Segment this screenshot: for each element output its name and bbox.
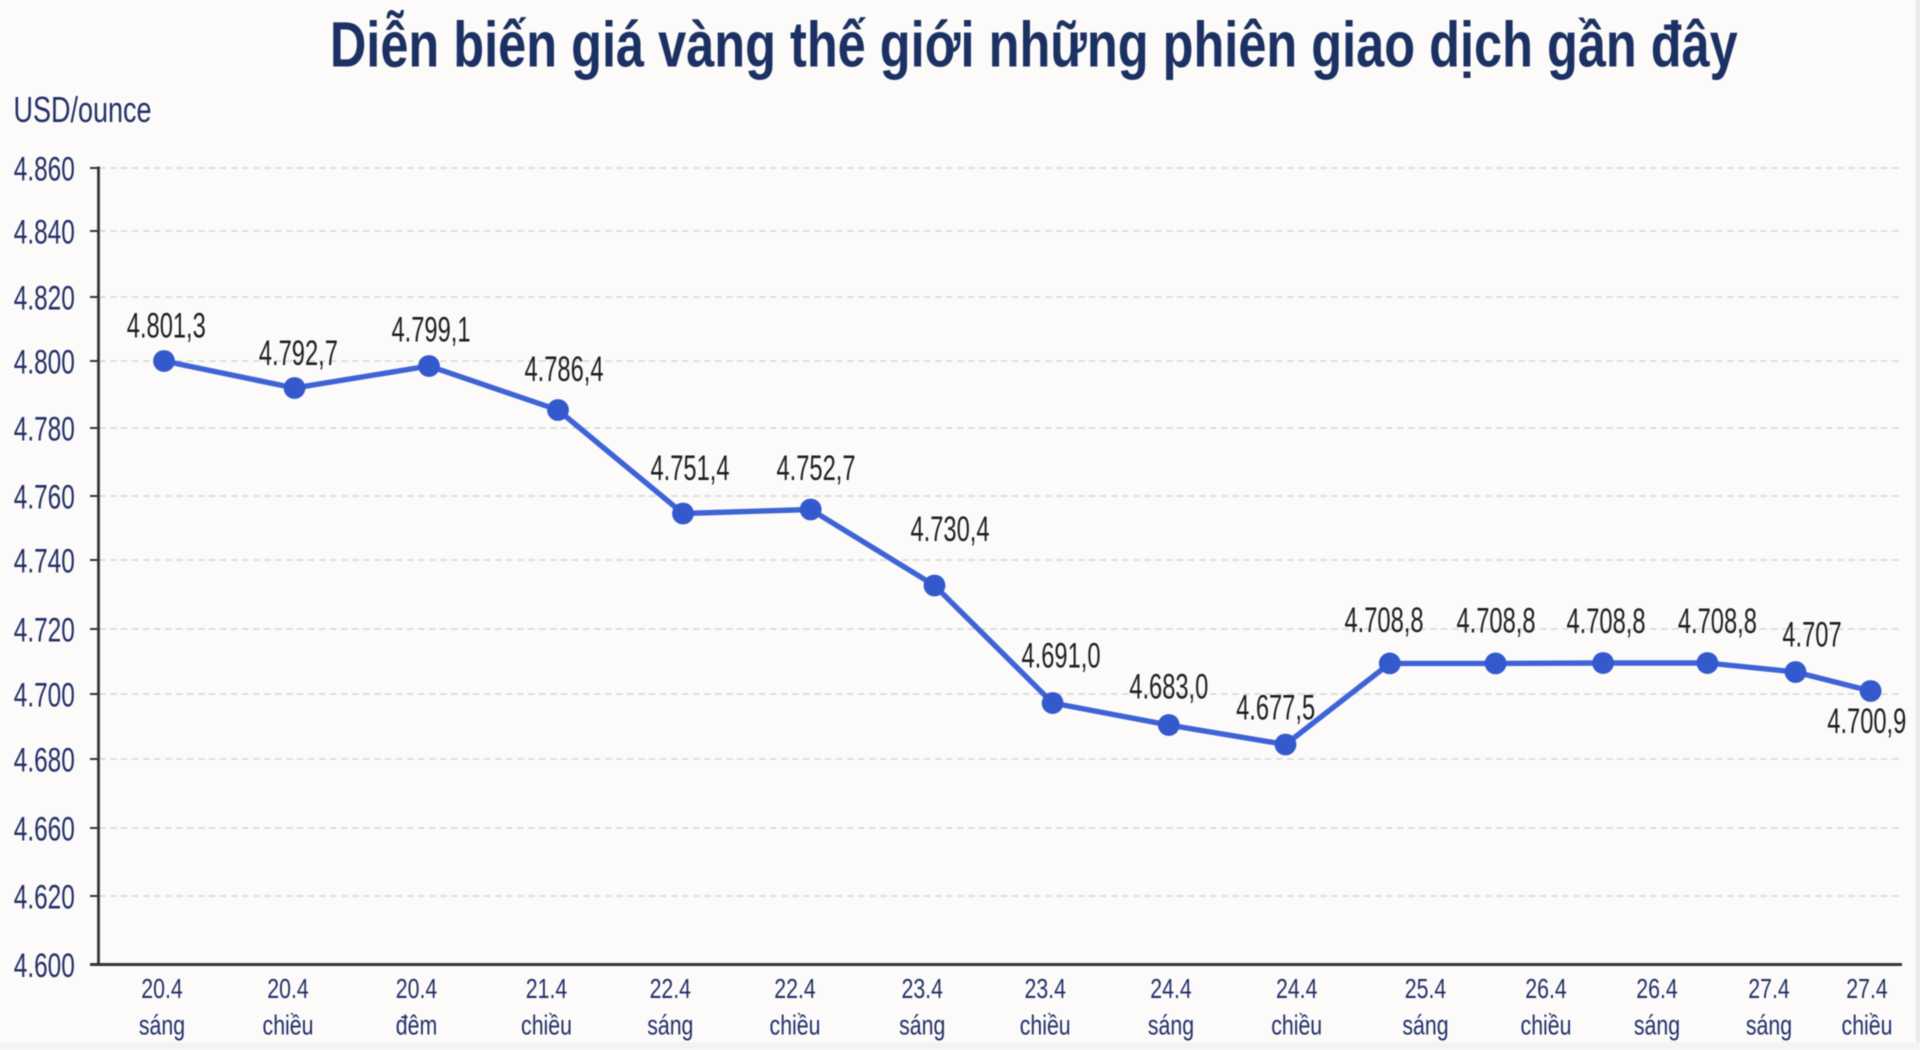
svg-text:4.708,8: 4.708,8 bbox=[1566, 602, 1645, 641]
svg-text:4.677,5: 4.677,5 bbox=[1236, 689, 1315, 728]
svg-text:4.730,4: 4.730,4 bbox=[910, 510, 989, 549]
svg-text:4.708,8: 4.708,8 bbox=[1456, 602, 1535, 641]
svg-text:4.708,8: 4.708,8 bbox=[1678, 602, 1757, 641]
svg-text:20.4: 20.4 bbox=[141, 974, 183, 1004]
svg-text:4.752,7: 4.752,7 bbox=[776, 449, 855, 488]
svg-text:Diễn biến giá vàng thế giới nh: Diễn biến giá vàng thế giới những phiên … bbox=[330, 10, 1738, 81]
svg-text:chiều: chiều bbox=[263, 1011, 314, 1041]
svg-text:chiều: chiều bbox=[521, 1011, 572, 1041]
svg-text:22.4: 22.4 bbox=[774, 974, 816, 1004]
svg-text:4.700: 4.700 bbox=[14, 676, 75, 714]
svg-text:20.4: 20.4 bbox=[396, 974, 438, 1004]
svg-text:4.801,3: 4.801,3 bbox=[127, 307, 206, 346]
svg-text:4.707: 4.707 bbox=[1782, 616, 1841, 655]
svg-text:chiều: chiều bbox=[1271, 1011, 1322, 1041]
svg-text:4.683,0: 4.683,0 bbox=[1129, 668, 1208, 707]
svg-text:4.660: 4.660 bbox=[14, 810, 75, 848]
svg-text:20.4: 20.4 bbox=[267, 974, 309, 1004]
svg-text:23.4: 23.4 bbox=[901, 974, 943, 1004]
svg-text:4.600: 4.600 bbox=[14, 947, 75, 985]
svg-text:sáng: sáng bbox=[899, 1011, 945, 1041]
svg-text:4.760: 4.760 bbox=[14, 478, 75, 516]
svg-text:4.780: 4.780 bbox=[14, 410, 75, 448]
svg-text:27.4: 27.4 bbox=[1748, 974, 1790, 1004]
svg-text:sáng: sáng bbox=[1148, 1011, 1194, 1041]
svg-text:4.786,4: 4.786,4 bbox=[524, 350, 603, 389]
svg-text:chiều: chiều bbox=[1020, 1011, 1071, 1041]
svg-text:sáng: sáng bbox=[1746, 1011, 1792, 1041]
svg-text:4.680: 4.680 bbox=[14, 741, 75, 779]
svg-text:26.4: 26.4 bbox=[1636, 974, 1678, 1004]
svg-text:đêm: đêm bbox=[396, 1011, 437, 1041]
svg-text:4.740: 4.740 bbox=[14, 542, 75, 580]
svg-text:4.620: 4.620 bbox=[14, 878, 75, 916]
svg-text:4.799,1: 4.799,1 bbox=[391, 311, 470, 350]
svg-text:25.4: 25.4 bbox=[1405, 974, 1447, 1004]
svg-text:21.4: 21.4 bbox=[526, 974, 568, 1004]
svg-text:22.4: 22.4 bbox=[650, 974, 692, 1004]
svg-text:4.720: 4.720 bbox=[14, 611, 75, 649]
svg-text:4.840: 4.840 bbox=[14, 213, 75, 251]
svg-text:4.820: 4.820 bbox=[14, 279, 75, 317]
svg-text:4.751,4: 4.751,4 bbox=[650, 449, 729, 488]
svg-text:chiều: chiều bbox=[770, 1011, 821, 1041]
svg-text:4.860: 4.860 bbox=[14, 150, 75, 188]
svg-text:24.4: 24.4 bbox=[1276, 974, 1318, 1004]
svg-text:26.4: 26.4 bbox=[1525, 974, 1567, 1004]
svg-text:23.4: 23.4 bbox=[1024, 974, 1066, 1004]
svg-text:4.700,9: 4.700,9 bbox=[1827, 702, 1906, 741]
svg-text:USD/ounce: USD/ounce bbox=[14, 89, 152, 130]
svg-text:27.4: 27.4 bbox=[1846, 974, 1888, 1004]
svg-text:chiều: chiều bbox=[1842, 1011, 1893, 1041]
svg-text:sáng: sáng bbox=[647, 1011, 693, 1041]
svg-text:4.708,8: 4.708,8 bbox=[1344, 601, 1423, 640]
svg-text:sáng: sáng bbox=[139, 1011, 185, 1041]
svg-text:4.792,7: 4.792,7 bbox=[259, 334, 338, 373]
svg-text:chiều: chiều bbox=[1521, 1011, 1572, 1041]
svg-text:4.691,0: 4.691,0 bbox=[1021, 637, 1100, 676]
svg-text:24.4: 24.4 bbox=[1150, 974, 1192, 1004]
svg-text:sáng: sáng bbox=[1402, 1011, 1448, 1041]
svg-text:4.800: 4.800 bbox=[14, 343, 75, 381]
svg-text:sáng: sáng bbox=[1634, 1011, 1680, 1041]
